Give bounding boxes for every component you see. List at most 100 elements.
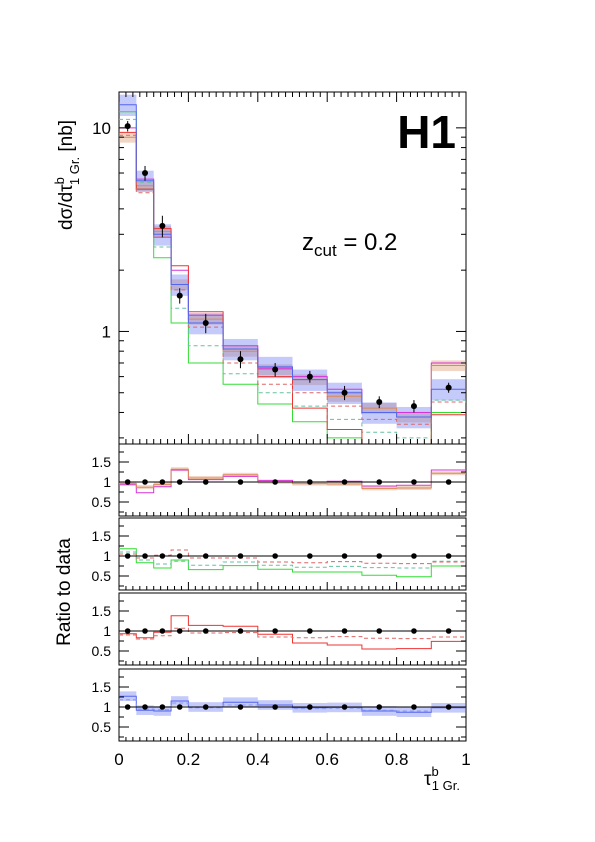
main-data-point-11 [410,403,417,410]
main-data-point-2 [142,170,149,177]
ratio-panel-4-data-point-2 [142,704,148,710]
x-tick-label-0.4: 0.4 [246,750,270,769]
ratio-panel-3-data-point-2 [142,628,148,634]
main-series-7-line [119,104,466,418]
ratio-panel-1-data-point-3 [159,479,166,485]
ratio-panel-2: 0.5 1 1.5 [92,517,467,591]
ratio-panel-3-data-point-11 [411,628,417,634]
main-data-point-6 [237,356,244,363]
ratio-panel-2-data-point-4 [176,553,183,559]
ratio-panel-1-data-point-7 [272,479,278,485]
ratio-panel-1-data-point-2 [142,479,148,485]
ratio-panel-3-ytick-label-0.5: 0.5 [92,643,112,659]
h1-logo: H1 [397,106,456,158]
x-axis-ticks: 0 0.2 0.4 0.6 0.8 1 [114,750,470,769]
ratio-panel-4-data-point-10 [376,704,383,710]
main-data-point-9 [341,389,348,396]
ratio-panel-1-data-point-4 [176,479,183,485]
ratio-panel-4-ytick-label-1: 1 [103,699,111,715]
main-data-point-10 [376,399,383,406]
ratio-panel-2-data-point-5 [202,553,209,559]
x-tick-label-1: 1 [461,750,470,769]
ratio-panel-1-marks: 0.5 1 1.5 [92,451,467,516]
main-series-7-band-4 [171,274,189,296]
x-tick-label-0.8: 0.8 [385,750,409,769]
main-data-point-12 [445,384,452,391]
ratio-panel-3-series-2-line [119,627,466,640]
ratio-panel-4-data-point-1 [124,704,131,710]
ratio-panel-1-ytick-label-1.5: 1.5 [92,454,112,470]
ratio-panel-4-data-point-6 [237,704,244,710]
ratio-panel-2-data-point-6 [237,553,244,559]
ratio-panel-3-data-point-9 [341,628,348,634]
ratio-panel-3-data-point-5 [202,628,209,634]
ratio-panel-1-data-point-9 [341,479,348,485]
ratio-panel-2-ytick-label-0.5: 0.5 [92,568,112,584]
ratio-panel-2-series-3-line [119,549,466,565]
ratio-panel-2-ytick-label-1.5: 1.5 [92,528,112,544]
ratio-panel-1-data-point-5 [202,479,209,485]
ratio-panel-4-data-point-5 [202,704,209,710]
ratio-panel-4-data-point-8 [307,704,313,710]
ratio-panel-3-data-point-10 [376,628,383,634]
ratio-panel-4-marks: 0.5 1 1.5 [92,676,467,741]
main-data-point-5 [202,320,209,327]
ratio-panel-3: 0.5 1 1.5 [92,592,467,666]
ratio-panel-1-ytick-label-0.5: 0.5 [92,494,112,510]
ratio-panel-1-data-point-1 [124,479,131,485]
ratio-panel-2-series-2-line [119,551,466,569]
ratio-panel-3-data-point-6 [237,628,244,634]
ratio-panel-4-data-point-9 [341,704,348,710]
main-data-point-3 [159,222,166,229]
x-tick-label-0.6: 0.6 [315,750,339,769]
ratio-panel-4-data-point-11 [411,704,417,710]
ratio-panel-1-data-point-6 [237,479,244,485]
ratio-panel-2-data-point-7 [272,553,278,559]
ratio-panel-3-ytick-label-1: 1 [103,623,111,639]
ratio-panel-4-data-point-7 [272,704,278,710]
ratio-panel-2-data-point-9 [341,553,348,559]
ratio-axis-title: Ratio to data [54,538,75,646]
ratio-panel-3-series-1-line [119,615,466,650]
ratio-panel-4-ytick-label-0.5: 0.5 [92,719,112,735]
main-data-point-1 [124,123,131,130]
ratio-panel-2-data-point-8 [307,553,313,559]
ratio-panel-3-marks: 0.5 1 1.5 [92,600,467,665]
main-panel: 1 10 H1 zcut = 0.2 dσ/dτb1 Gr. [nb] [52,91,467,445]
y-axis-title-sup: b [52,177,67,184]
main-ytick-label-1: 1 [102,322,111,341]
ratio-panel-3-data-point-7 [272,628,278,634]
main-data-point-8 [306,373,313,380]
main-panel-marks: 1 10 [92,92,467,445]
main-series-7-band-1 [119,94,137,116]
ratio-panel-1: 0.5 1 1.5 [92,443,467,517]
ratio-panel-2-marks: 0.5 1 1.5 [92,525,467,590]
x-axis-title-sup: b [432,764,439,779]
ratio-panel-3-data-point-4 [176,628,183,634]
zcut-annotation: zcut = 0.2 [302,229,397,260]
main-data-point-4 [176,292,183,299]
ratio-panel-3-data-point-3 [159,628,166,634]
main-ytick-label-10: 10 [92,119,111,138]
ratio-panel-2-data-point-12 [445,553,452,559]
ratio-panel-2-data-point-10 [376,553,383,559]
x-axis-title-sub: 1 Gr. [432,778,460,793]
ratio-panel-4-data-point-4 [176,704,183,710]
zcut-subscript: cut [314,241,337,260]
ratio-panel-2-ytick-label-1: 1 [103,548,111,564]
ratio-panel-3-ytick-label-1.5: 1.5 [92,603,112,619]
ratio-panel-3-data-point-8 [307,628,313,634]
zcut-symbol: z [302,229,314,256]
main-series-7-band-6 [223,338,258,361]
y-axis-title-unit: [nb] [56,120,77,157]
x-tick-label-0.2: 0.2 [177,750,201,769]
ratio-panel-4: 0.5 1 1.5 0 0.2 0.4 0.6 0.8 1 [92,668,471,769]
ratio-panel-3-data-point-12 [445,628,452,634]
ratio-panel-1-data-point-11 [411,479,417,485]
y-axis-title: dσ/dτb1 Gr. [nb] [52,120,82,230]
y-axis-title-sub: 1 Gr. [67,157,82,185]
ratio-panel-2-data-point-2 [142,553,148,559]
ratio-panel-1-data-point-8 [307,479,313,485]
zcut-value: = 0.2 [337,229,398,256]
